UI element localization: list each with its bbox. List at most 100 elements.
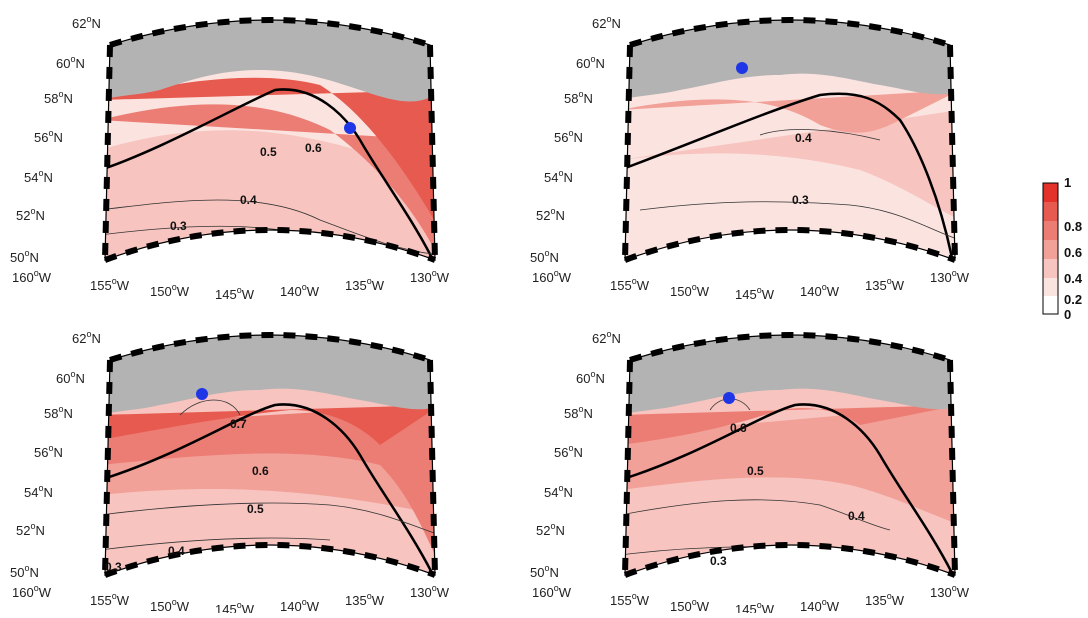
- lat-label: 50oN: [10, 248, 39, 265]
- contour-label: 0.6: [730, 421, 747, 435]
- map-panel-top-right: 62oN 60oN 58oN 56oN 54oN 52oN 50oN 160oW…: [530, 14, 970, 302]
- contour-label: 0.6: [252, 464, 269, 478]
- colorbar-step: [1043, 259, 1058, 278]
- lat-label: 56oN: [554, 128, 583, 145]
- frame-dashes-left: [622, 359, 633, 576]
- map-panel-bottom-left: 62oN 60oN 58oN 56oN 54oN 52oN 50oN 160oW…: [10, 329, 450, 617]
- lon-label: 140oW: [280, 282, 320, 299]
- lon-label: 160oW: [532, 268, 572, 285]
- lat-label: 52oN: [536, 521, 565, 538]
- colorbar-label: 0.8: [1064, 219, 1082, 234]
- lon-label: 145oW: [215, 600, 255, 613]
- lat-label: 60oN: [56, 369, 85, 386]
- frame-dashes-bottom: [103, 542, 437, 578]
- lat-label: 58oN: [44, 89, 73, 106]
- lon-label: 160oW: [532, 583, 572, 600]
- contour-label: 0.3: [710, 554, 727, 568]
- frame-dashes-right: [947, 44, 958, 261]
- lat-label: 62oN: [72, 14, 101, 31]
- lon-label: 160oW: [12, 268, 52, 285]
- lat-label: 62oN: [72, 329, 101, 346]
- lon-label: 130oW: [930, 268, 970, 285]
- lon-label: 135oW: [865, 276, 905, 293]
- colorbar-border: [1042, 182, 1059, 315]
- lat-label: 62oN: [592, 329, 621, 346]
- thick-contour: [625, 403, 954, 574]
- lat-label: 50oN: [530, 248, 559, 265]
- contour-label: 0.4: [848, 509, 865, 523]
- frame-dashes-bottom: [623, 227, 957, 263]
- lon-label: 150oW: [670, 282, 710, 299]
- lon-label: 160oW: [12, 583, 52, 600]
- contour-label: 0.4: [795, 131, 812, 145]
- lat-label: 56oN: [554, 443, 583, 460]
- contour-label: 0.5: [260, 145, 277, 159]
- contour-label: 0.6: [305, 141, 322, 155]
- colorbar-label: 1: [1064, 175, 1071, 190]
- frame-dashes-right: [427, 359, 438, 576]
- lon-label: 145oW: [215, 285, 255, 302]
- frame-dashes-left: [102, 359, 113, 576]
- colorbar-label: 0.2: [1064, 292, 1082, 307]
- frame-dashes-right: [947, 359, 958, 576]
- lon-label: 150oW: [150, 597, 190, 613]
- thin-contour: [105, 502, 435, 536]
- ocean-band: [625, 110, 955, 220]
- lat-label: 56oN: [34, 443, 63, 460]
- lat-label: 50oN: [530, 563, 559, 580]
- lon-label: 150oW: [150, 282, 190, 299]
- thin-contour: [105, 537, 331, 551]
- lon-label: 135oW: [865, 591, 905, 608]
- lat-label: 54oN: [24, 483, 53, 500]
- colorbar-step: [1043, 296, 1058, 314]
- lat-label: 52oN: [16, 521, 45, 538]
- lat-label: 58oN: [564, 404, 593, 421]
- colorbar-step: [1043, 183, 1058, 202]
- contour-label: 0.5: [247, 502, 264, 516]
- contour-label: 0.3: [105, 560, 122, 574]
- lon-label: 130oW: [930, 583, 970, 600]
- thick-contour: [105, 88, 434, 259]
- lon-label: 140oW: [280, 597, 320, 613]
- frame-dashes-top: [629, 17, 951, 48]
- contour-label: 0.3: [170, 219, 187, 233]
- lon-label: 150oW: [670, 597, 710, 613]
- map-panel-bottom-right: 62oN 60oN 58oN 56oN 54oN 52oN 50oN 160oW…: [530, 329, 970, 617]
- colorbar: 1 0.8 0.6 0.4 0.2 0: [1042, 175, 1083, 322]
- lon-label: 155oW: [90, 276, 130, 293]
- thin-contour: [639, 201, 955, 241]
- ocean-band: [105, 405, 435, 445]
- frame-dashes-top: [109, 332, 431, 363]
- frame-dashes-top: [629, 332, 951, 363]
- frame-dashes-top: [109, 17, 431, 48]
- lat-label: 54oN: [544, 483, 573, 500]
- lon-label: 155oW: [610, 276, 650, 293]
- station-marker: [196, 388, 208, 400]
- lon-label: 140oW: [800, 282, 840, 299]
- lat-label: 52oN: [536, 206, 565, 223]
- colorbar-step: [1043, 240, 1058, 259]
- lat-label: 60oN: [576, 54, 605, 71]
- colorbar-label: 0.4: [1064, 271, 1083, 286]
- lat-label: 52oN: [16, 206, 45, 223]
- map-panel-top-left: 62oN 60oN 58oN 56oN 54oN 52oN 50oN 160oW…: [10, 14, 450, 302]
- thick-contour: [625, 92, 954, 259]
- frame-dashes-right: [427, 44, 438, 261]
- contour-label: 0.3: [792, 193, 809, 207]
- thin-contour: [179, 399, 241, 416]
- lon-label: 155oW: [90, 591, 130, 608]
- contour-label: 0.4: [168, 544, 185, 558]
- thin-contour: [759, 129, 881, 141]
- ocean-band: [105, 104, 435, 260]
- colorbar-step: [1043, 221, 1058, 240]
- lat-label: 54oN: [24, 168, 53, 185]
- frame-dashes-left: [622, 44, 633, 261]
- lat-label: 60oN: [576, 369, 605, 386]
- contour-label: 0.7: [230, 417, 247, 431]
- colorbar-step: [1043, 278, 1058, 296]
- lat-label: 62oN: [592, 14, 621, 31]
- colorbar-label: 0.6: [1064, 245, 1082, 260]
- frame-dashes-left: [102, 44, 113, 261]
- lon-label: 135oW: [345, 276, 385, 293]
- lon-label: 145oW: [735, 600, 775, 613]
